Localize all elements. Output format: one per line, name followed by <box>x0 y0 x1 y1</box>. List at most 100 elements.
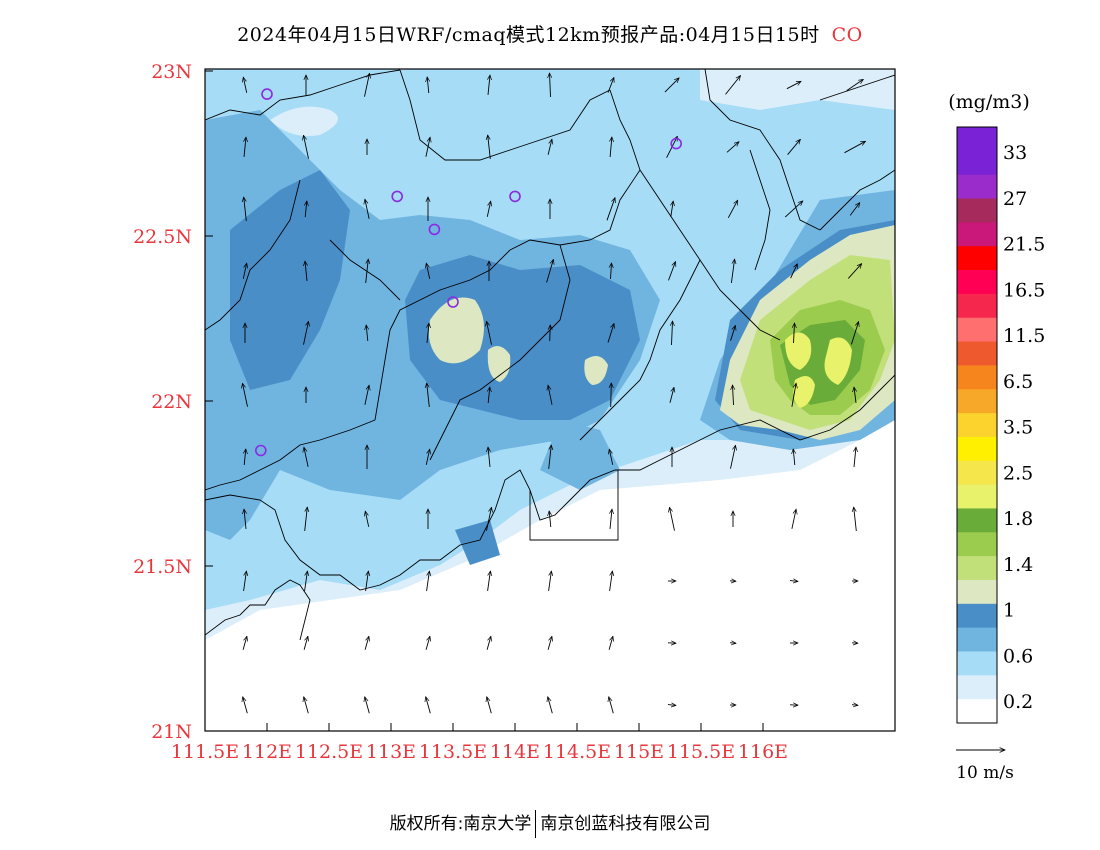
wind-arrow <box>609 697 614 714</box>
wind-arrow <box>607 324 614 343</box>
wind-arrow <box>243 77 248 93</box>
station-marker <box>254 444 267 457</box>
wind-arrow <box>851 705 858 706</box>
wind-arrow <box>854 387 856 403</box>
wind-arrow <box>488 135 491 159</box>
wind-arrow <box>611 263 612 280</box>
wind-arrow <box>726 142 739 153</box>
x-tick-label: 115.5E <box>667 741 735 763</box>
colorbar-bin <box>957 222 997 247</box>
wind-arrow <box>365 511 370 527</box>
wind-arrow <box>304 697 309 714</box>
wind-arrow <box>609 449 614 465</box>
wind-arrow <box>487 571 491 591</box>
wind-arrow <box>844 141 866 154</box>
station-marker <box>261 88 273 100</box>
wind-arrow <box>854 507 857 531</box>
y-tick-label: 23N <box>151 61 192 83</box>
wind-reference: 10 m/s <box>956 750 1014 783</box>
x-tick-label: 115E <box>614 741 664 763</box>
wind-arrow <box>790 264 798 279</box>
wind-arrow <box>548 445 552 469</box>
wind-reference-label: 10 m/s <box>956 763 1014 783</box>
wind-arrow <box>425 636 430 650</box>
wind-arrow <box>303 636 308 650</box>
wind-arrow <box>488 387 490 404</box>
x-tick-label: 112E <box>242 741 292 763</box>
wind-arrow <box>606 198 615 221</box>
colorbar-tick-label: 1.4 <box>1003 554 1033 576</box>
wind-arrow <box>608 636 613 650</box>
x-axis: 111.5E 112E 112.5E 113E 113.5E 114E 114.5E 115E… <box>171 723 788 763</box>
wind-arrow <box>486 636 491 650</box>
wind-arrow <box>304 447 309 467</box>
wind-arrow <box>609 571 613 591</box>
colorbar-tick-label: 21.5 <box>1003 234 1045 256</box>
colorbar-bin <box>957 389 997 414</box>
colorbar-bin <box>957 484 997 509</box>
y-tick-label: 22.5N <box>133 226 192 248</box>
wind-arrow <box>607 78 614 93</box>
colorbar-bin <box>957 699 997 724</box>
wind-arrow <box>670 507 675 531</box>
footer: 版权所有:南京大学 南京创蓝科技有限公司 <box>0 809 1100 838</box>
wind-arrow <box>787 139 801 155</box>
concentration-field <box>205 69 895 731</box>
wind-arrow <box>610 509 612 529</box>
wind-arrow <box>669 387 674 403</box>
wind-arrow <box>667 705 676 706</box>
wind-arrow <box>846 79 864 91</box>
colorbar-bin <box>957 127 997 152</box>
wind-arrow <box>364 636 369 650</box>
wind-arrow <box>550 325 551 342</box>
station-marker <box>398 50 408 60</box>
boundaries <box>205 69 895 641</box>
chart-title: 2024年04月15日WRF/cmaq模式12km预报产品:04月15日15时 C… <box>0 20 1100 47</box>
x-tick-label: 112.5E <box>295 741 363 763</box>
monitoring-stations <box>254 50 683 457</box>
station-marker <box>391 190 404 203</box>
wind-arrow <box>548 697 553 714</box>
wind-arrow <box>304 571 308 591</box>
x-tick-label: 114.5E <box>543 741 611 763</box>
wind-arrow <box>243 571 247 591</box>
station-marker <box>670 137 683 150</box>
station-marker <box>479 50 489 60</box>
x-tick-label: 113.5E <box>419 741 487 763</box>
wind-arrow <box>364 73 370 97</box>
wind-arrow <box>850 322 858 345</box>
wind-arrow <box>488 447 490 467</box>
wind-arrow <box>854 447 856 467</box>
colorbar-bin <box>957 651 997 676</box>
wind-arrow <box>847 264 861 279</box>
colorbar-tick-label: 3.5 <box>1003 417 1033 439</box>
wind-arrow <box>425 137 430 157</box>
title-species: CO <box>831 24 863 46</box>
wind-arrow <box>305 261 307 281</box>
wind-arrow <box>546 260 554 283</box>
colorbar-bin <box>957 198 997 223</box>
wind-arrow <box>244 509 246 529</box>
wind-arrow <box>487 697 492 714</box>
colorbar-tick-label: 2.5 <box>1003 462 1033 484</box>
wind-arrow <box>364 385 369 405</box>
wind-arrow <box>486 201 490 217</box>
station-marker <box>447 296 459 308</box>
wind-arrow <box>664 78 679 93</box>
footer-copyright: 版权所有:南京大学 <box>389 814 532 834</box>
wind-arrow <box>303 321 309 345</box>
colorbar-tick-label: 6.5 <box>1003 371 1033 393</box>
wind-vectors <box>243 73 866 714</box>
wind-arrow <box>672 321 673 346</box>
wind-arrow <box>730 325 736 341</box>
colorbar-bin <box>957 603 997 629</box>
wind-arrow <box>789 581 798 582</box>
wind-arrow <box>243 697 248 714</box>
colorbar-bin <box>957 293 997 319</box>
wind-arrow <box>548 385 553 405</box>
colorbar-tick-label: 1 <box>1003 600 1015 622</box>
colorbar-tick-label: 11.5 <box>1003 325 1045 347</box>
wind-arrow <box>244 137 246 157</box>
